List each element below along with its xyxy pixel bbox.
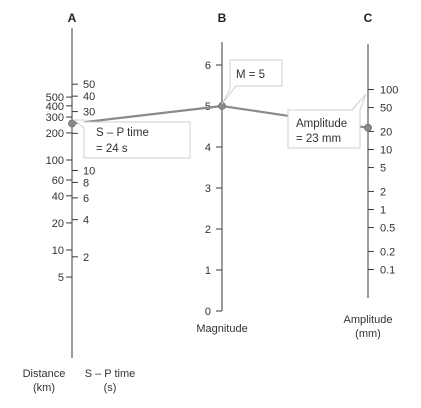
sp-time-tick-label: 4 [83,215,89,227]
sp-time-tick-label: 30 [83,107,95,119]
sp-time-tick-label: 2 [83,252,89,264]
distance-tick-label: 500 [46,92,64,104]
distance-tick-label: 300 [46,112,64,124]
magnitude-tick-label: 0 [205,306,211,318]
column-b-letter: B [218,11,227,25]
magnitude-tick-label: 2 [205,224,211,236]
amplitude-tick-label: 2 [380,186,386,198]
distance-tick-label: 40 [52,191,64,203]
amplitude-caption-line2: (mm) [355,328,381,340]
distance-tick-label: 5 [58,272,64,284]
amplitude-callout-line2: = 23 mm [296,133,341,145]
sp-time-tick-label: 40 [83,91,95,103]
amplitude-callout: Amplitude = 23 mm [287,93,367,149]
sp-callout-line1: S – P time [96,127,149,139]
distance-tick-label: 200 [46,128,64,140]
column-a-letter: A [68,11,77,25]
column-c-letter: C [364,11,373,25]
distance-caption-line2: (km) [33,382,55,394]
magnitude-tick-label: 3 [205,183,211,195]
sp-callout-line2: = 24 s [96,143,128,155]
distance-tick-label: 60 [52,175,64,187]
sp-caption-line1: S – P time [85,368,136,380]
magnitude-callout: M = 5 [221,59,283,105]
sp-caption-line2: (s) [104,382,117,394]
magnitude-tick-label: 6 [205,60,211,72]
amplitude-tick-label: 0.5 [380,223,395,235]
magnitude-tick-label: 1 [205,265,211,277]
amplitude-caption-line1: Amplitude [344,314,393,326]
sp-time-tick-label: 6 [83,193,89,205]
amplitude-tick-label: 50 [380,103,392,115]
distance-tick-label: 10 [52,245,64,257]
distance-caption-line1: Distance [23,368,66,380]
sp-time-tick-label: 8 [83,177,89,189]
amplitude-tick-label: 10 [380,145,392,157]
magnitude-tick-label: 4 [205,142,211,154]
amplitude-tick-label: 0.1 [380,265,395,277]
example-point-magnitude [218,102,226,110]
amplitude-callout-line1: Amplitude [296,118,347,130]
distance-tick-label: 400 [46,101,64,113]
magnitude-caption: Magnitude [196,323,247,335]
amplitude-tick-label: 0.2 [380,246,395,258]
magnitude-callout-text: M = 5 [236,69,265,81]
amplitude-tick-label: 1 [380,205,386,217]
distance-tick-label: 100 [46,155,64,167]
sp-time-tick-label: 50 [83,79,95,91]
amplitude-tick-label: 5 [380,163,386,175]
example-point-amplitude [364,123,372,132]
example-point-sp [68,119,76,128]
sp-time-callout: S – P time = 24 s [72,119,191,159]
amplitude-tick-label: 20 [380,126,392,138]
sp-time-tick-label: 10 [83,166,95,178]
amplitude-tick-label: 100 [380,85,398,97]
distance-tick-label: 20 [52,218,64,230]
